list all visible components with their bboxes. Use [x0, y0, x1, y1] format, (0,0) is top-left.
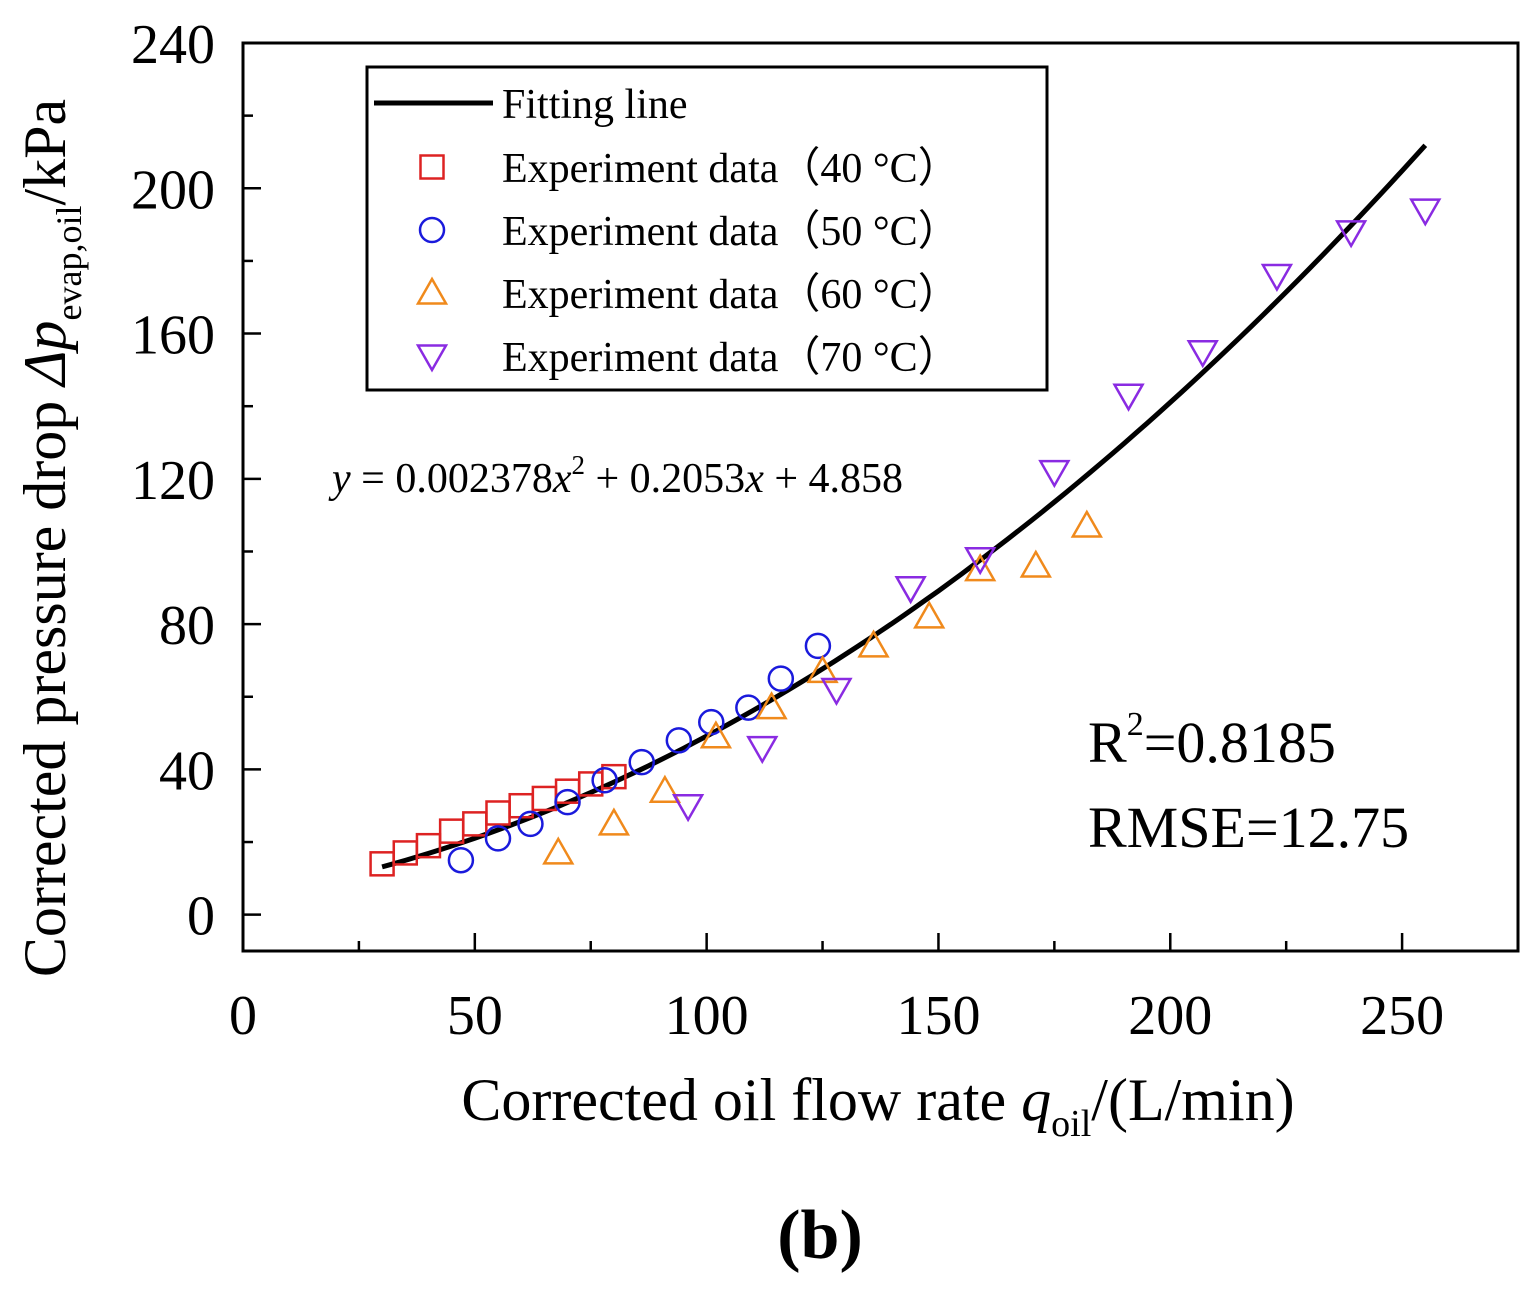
data-point-circle [517, 810, 544, 838]
y-tick-label: 120 [131, 450, 215, 512]
data-point-triangle-down [1038, 459, 1071, 489]
data-point-circle [628, 748, 655, 776]
data-point-triangle-up [699, 720, 733, 749]
legend: Fitting line Experiment data（40 °C） Experi… [374, 82, 960, 381]
legend-swatch-triangle-up [415, 276, 449, 305]
legend-label: Experiment data（70 °C） [502, 335, 960, 381]
data-point-triangle-up [755, 691, 788, 720]
data-point-triangle-down [964, 546, 997, 576]
x-title-main: Corrected oil flow rate [461, 1067, 1021, 1133]
legend-label: Experiment data（50 °C） [502, 209, 960, 255]
legend-swatch-square [419, 154, 445, 180]
data-point-circle [804, 632, 832, 660]
data-point-triangle-up [597, 807, 631, 836]
data-point-triangle-up [964, 553, 997, 582]
r2-superscript: 2 [1127, 706, 1144, 743]
data-point-circle [554, 788, 581, 816]
equation-a: = 0.002378 [351, 456, 553, 502]
fit-equation: y = 0.002378x2 + 0.2053x + 4.858 [328, 450, 903, 502]
data-point-triangle-down [1409, 198, 1442, 227]
data-point-triangle-up [1070, 509, 1103, 538]
data-point-circle [447, 846, 475, 874]
data-point-triangle-up [1019, 549, 1052, 578]
y-tick-label: 0 [187, 886, 215, 948]
data-point-triangle-up [806, 654, 839, 684]
x-tick-label: 200 [1128, 985, 1212, 1047]
r2-prefix: R [1088, 710, 1127, 775]
y-title-delta: Δ [12, 350, 78, 387]
y-tick-label: 40 [159, 740, 215, 802]
r2-value: =0.8185 [1144, 710, 1336, 775]
y-axis-ticks: 0 40 80 120 160 200 240 [131, 14, 261, 948]
x-tick-label: 50 [447, 985, 503, 1047]
equation-x1: x [552, 456, 572, 502]
data-point-circle [698, 708, 725, 736]
data-point-triangle-up [913, 600, 946, 629]
data-point-triangle-down [894, 576, 927, 605]
x-tick-label: 100 [665, 985, 749, 1047]
legend-box [365, 65, 1049, 392]
legend-label: Experiment data（60 °C） [502, 272, 960, 318]
x-axis-ticks: 0 50 100 150 200 250 [229, 933, 1444, 1047]
data-point-triangle-down [820, 677, 853, 707]
data-point-triangle-down [1334, 220, 1368, 249]
data-points [369, 198, 1442, 877]
y-tick-label: 160 [131, 305, 215, 367]
x-axis-title: Corrected oil flow rate qoil/(L/min) [461, 1067, 1294, 1145]
y-axis-title-group: Corrected pressure drop Δpevap,oil/kPa [12, 99, 89, 977]
equation-y: y [328, 456, 351, 502]
y-title-main: Corrected pressure drop [12, 386, 78, 977]
rmse-label: RMSE=12.75 [1088, 795, 1409, 860]
data-point-circle [735, 694, 762, 721]
data-point-square [415, 832, 442, 859]
plot-frame [241, 41, 1520, 953]
data-point-circle [591, 767, 618, 794]
data-point-triangle-up [542, 836, 575, 865]
y-title-sub: evap,oil [49, 206, 89, 321]
x-tick-label: 0 [229, 985, 257, 1047]
data-point-triangle-down [1112, 383, 1145, 412]
data-point-triangle-down [746, 735, 779, 765]
data-point-circle [484, 825, 512, 852]
data-point-circle [665, 727, 693, 754]
y-tick-label: 240 [131, 14, 215, 76]
data-point-triangle-down [671, 793, 705, 823]
data-point-triangle-up [857, 629, 890, 658]
panel-label: (b) [777, 1197, 863, 1274]
r-squared-label: R2=0.8185 [1088, 706, 1336, 775]
x-tick-label: 150 [896, 985, 980, 1047]
y-title-var: p [12, 320, 78, 354]
equation-b: + 0.2053 [585, 456, 745, 502]
legend-label: Experiment data（40 °C） [502, 146, 960, 192]
y-tick-label: 200 [131, 159, 215, 221]
x-title-var: q [1021, 1067, 1051, 1133]
x-tick-label: 250 [1360, 985, 1444, 1047]
legend-swatch-circle [418, 216, 446, 244]
data-point-circle [767, 665, 795, 692]
legend-swatch-triangle-down [415, 344, 449, 373]
y-tick-label: 80 [159, 595, 215, 657]
y-axis-title: Corrected pressure drop Δpevap,oil/kPa [12, 99, 89, 977]
equation-c: + 4.858 [764, 456, 903, 502]
data-point-triangle-up [648, 774, 682, 803]
legend-label: Fitting line [502, 82, 688, 128]
equation-x2: x [744, 456, 764, 502]
y-title-unit: /kPa [12, 99, 78, 206]
data-point-triangle-down [1260, 263, 1294, 292]
data-point-triangle-down [1186, 339, 1219, 369]
x-title-unit: /(L/min) [1091, 1067, 1294, 1133]
x-title-sub: oil [1051, 1103, 1091, 1145]
equation-square: 2 [572, 450, 586, 480]
